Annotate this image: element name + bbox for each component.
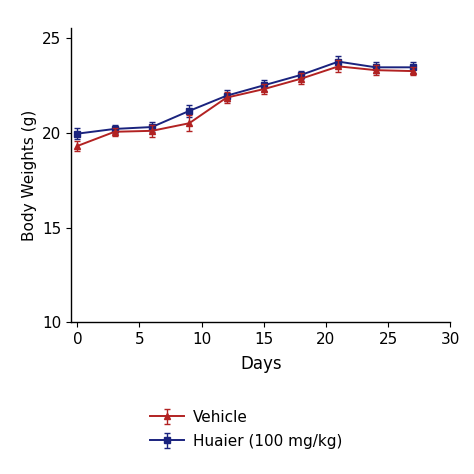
Legend: Vehicle, Huaier (100 mg/kg): Vehicle, Huaier (100 mg/kg) — [143, 402, 350, 457]
X-axis label: Days: Days — [240, 356, 282, 374]
Y-axis label: Body Weights (g): Body Weights (g) — [22, 110, 36, 241]
